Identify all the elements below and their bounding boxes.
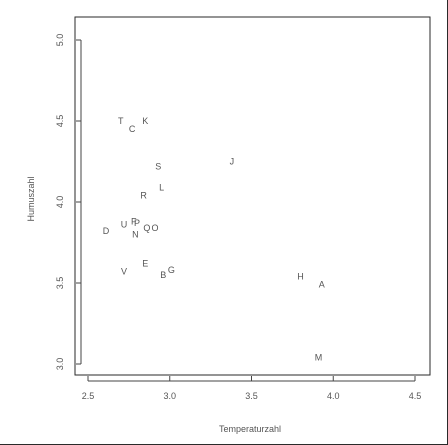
scatter-point-P: P	[134, 218, 140, 228]
scatter-point-V: V	[121, 267, 127, 277]
scatter-point-H: H	[297, 272, 304, 282]
x-tick-label: 2.5	[82, 391, 95, 401]
y-axis-title: Humuszahl	[26, 176, 36, 221]
scatter-point-S: S	[155, 161, 161, 171]
scatter-point-L: L	[159, 182, 164, 192]
scatter-point-O: O	[152, 223, 159, 233]
scatter-point-U: U	[121, 220, 128, 230]
scatter-point-J: J	[230, 157, 235, 167]
x-tick-label: 4.5	[409, 391, 422, 401]
scatter-point-T: T	[118, 116, 124, 126]
scatter-point-F: F	[131, 216, 137, 226]
x-axis-title: Temperaturzahl	[219, 424, 281, 434]
scatter-point-D: D	[103, 226, 110, 236]
x-tick-label: 3.0	[163, 391, 176, 401]
scatter-point-N: N	[132, 229, 139, 239]
scatter-point-M: M	[315, 353, 323, 363]
scatter-point-B: B	[160, 270, 166, 280]
scatter-point-Q: Q	[143, 223, 150, 233]
scatter-point-G: G	[168, 265, 175, 275]
x-tick-label: 3.5	[245, 391, 258, 401]
x-axis: 2.5 3.0 3.5 4.0 4.5	[82, 376, 422, 401]
scatter-point-E: E	[142, 259, 148, 269]
scatter-point-K: K	[142, 116, 148, 126]
y-tick-label: 3.0	[55, 358, 65, 371]
y-axis: 3.0 3.5 4.0 4.5 5.0	[55, 34, 82, 371]
y-tick-label: 4.5	[55, 115, 65, 128]
y-tick-label: 5.0	[55, 34, 65, 47]
y-tick-label: 3.5	[55, 277, 65, 290]
x-tick-label: 4.0	[327, 391, 340, 401]
y-tick-label: 4.0	[55, 196, 65, 209]
scatter-point-R: R	[140, 191, 147, 201]
scatter-point-C: C	[129, 124, 136, 134]
plot-area	[74, 16, 431, 376]
scatter-point-A: A	[319, 280, 325, 290]
